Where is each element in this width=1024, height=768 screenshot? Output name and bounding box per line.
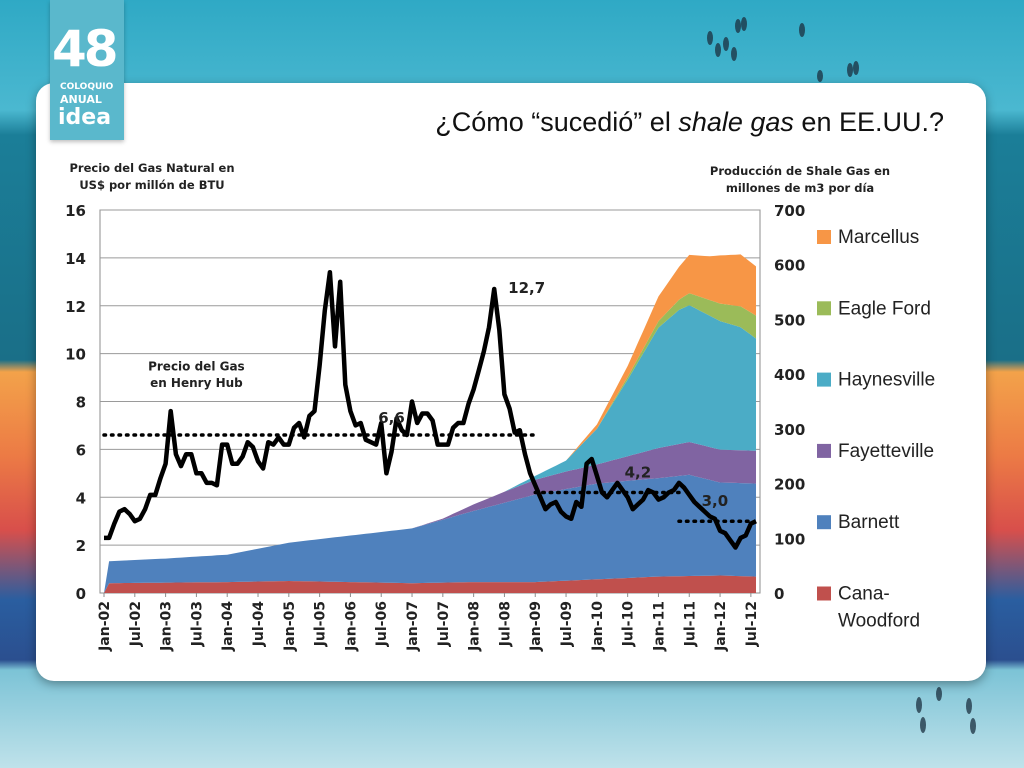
legend-swatch — [817, 443, 831, 458]
x-tick-label: Jul-02 — [128, 601, 144, 647]
area-haynesville — [104, 305, 756, 593]
x-tick-label: Jan-08 — [467, 601, 483, 652]
left-axis-title-line2: US$ por millón de BTU — [79, 178, 225, 192]
legend-swatch — [817, 372, 831, 387]
legend-label: Cana- — [838, 584, 890, 605]
x-tick-label: Jul-04 — [251, 601, 267, 648]
legend-label: Eagle Ford — [838, 298, 931, 319]
right-tick-label: 100 — [774, 530, 805, 548]
x-tick-label: Jan-10 — [590, 601, 606, 652]
right-axis-title: Producción de Shale Gas en millones de m… — [700, 163, 900, 197]
legend-label: Woodford — [838, 611, 920, 632]
right-tick-label: 300 — [774, 421, 805, 439]
legend-label: Fayetteville — [838, 441, 934, 462]
right-tick-label: 400 — [774, 366, 805, 384]
x-tick-label: Jan-06 — [343, 601, 359, 652]
x-tick-label: Jul-06 — [374, 601, 390, 647]
x-tick-label: Jan-09 — [528, 601, 544, 652]
logo-line3: idea — [58, 105, 112, 130]
right-tick-label: 0 — [774, 585, 784, 603]
x-tick-label: Jan-12 — [713, 601, 729, 652]
right-tick-label: 700 — [774, 202, 805, 220]
legend-swatch — [817, 586, 831, 601]
left-axis-title-line1: Precio del Gas Natural en — [69, 161, 235, 175]
x-tick-label: Jul-08 — [497, 601, 513, 647]
logo-line1: COLOQUIO — [60, 82, 114, 92]
area-fayetteville — [104, 442, 756, 593]
left-tick-label: 6 — [76, 441, 86, 459]
x-tick-label: Jul-11 — [682, 601, 698, 647]
left-tick-label: 8 — [76, 394, 86, 412]
right-axis-title-line1: Producción de Shale Gas en — [709, 164, 891, 178]
left-tick-label: 4 — [76, 489, 86, 507]
x-tick-label: Jul-05 — [313, 601, 329, 647]
left-tick-label: 14 — [65, 250, 86, 268]
left-tick-label: 12 — [65, 298, 86, 316]
x-tick-label: Jan-07 — [405, 601, 421, 652]
legend-label: Marcellus — [838, 227, 919, 248]
legend-label: Haynesville — [838, 370, 935, 391]
coloquio-logo: 48 COLOQUIO ANUAL idea — [50, 0, 124, 140]
people-silhouettes-bottom — [916, 687, 976, 734]
x-tick-label: Jul-09 — [559, 601, 575, 647]
legend-swatch — [817, 230, 831, 244]
right-tick-label: 200 — [774, 476, 805, 494]
x-tick-label: Jan-04 — [220, 601, 236, 652]
title-prefix: ¿Cómo “sucedió” el — [435, 107, 679, 137]
title-suffix: en EE.UU.? — [793, 107, 944, 137]
area-marcellus — [104, 254, 756, 593]
right-tick-label: 500 — [774, 311, 805, 329]
x-tick-label: Jan-02 — [97, 601, 113, 652]
legend-swatch — [817, 301, 831, 316]
average-label: 4,2 — [625, 463, 652, 481]
price-series-label: en Henry Hub — [150, 376, 243, 390]
peak-label: 12,7 — [508, 279, 545, 297]
average-label: 3,0 — [702, 492, 729, 510]
legend-swatch — [817, 515, 831, 530]
left-tick-label: 0 — [76, 585, 86, 603]
x-tick-label: Jan-05 — [282, 601, 298, 652]
logo-number: 48 — [52, 20, 119, 78]
price-line — [104, 269, 757, 550]
area-cana-woodford — [104, 575, 756, 593]
x-tick-label: Jul-12 — [744, 601, 760, 647]
x-tick-label: Jul-03 — [189, 601, 205, 647]
x-tick-label: Jan-03 — [159, 601, 175, 652]
right-axis-title-line2: millones de m3 por día — [725, 181, 875, 195]
right-tick-label: 600 — [774, 257, 805, 275]
x-tick-label: Jul-10 — [621, 601, 637, 648]
average-label: 6,6 — [378, 409, 405, 427]
logo-line2: ANUAL — [60, 93, 102, 106]
left-axis-title: Precio del Gas Natural en US$ por millón… — [62, 160, 242, 194]
title-emphasis: shale gas — [678, 107, 794, 137]
people-silhouettes-top — [707, 17, 859, 82]
area-barnett — [104, 474, 756, 593]
left-tick-label: 2 — [76, 537, 86, 555]
price-series-label: Precio del Gas — [148, 359, 245, 373]
left-tick-label: 10 — [65, 346, 86, 364]
x-tick-label: Jan-11 — [651, 601, 667, 652]
slide-title: ¿Cómo “sucedió” el shale gas en EE.UU.? — [435, 107, 944, 138]
x-tick-label: Jul-07 — [436, 601, 452, 647]
left-tick-label: 16 — [65, 202, 86, 220]
legend-label: Barnett — [838, 512, 900, 533]
